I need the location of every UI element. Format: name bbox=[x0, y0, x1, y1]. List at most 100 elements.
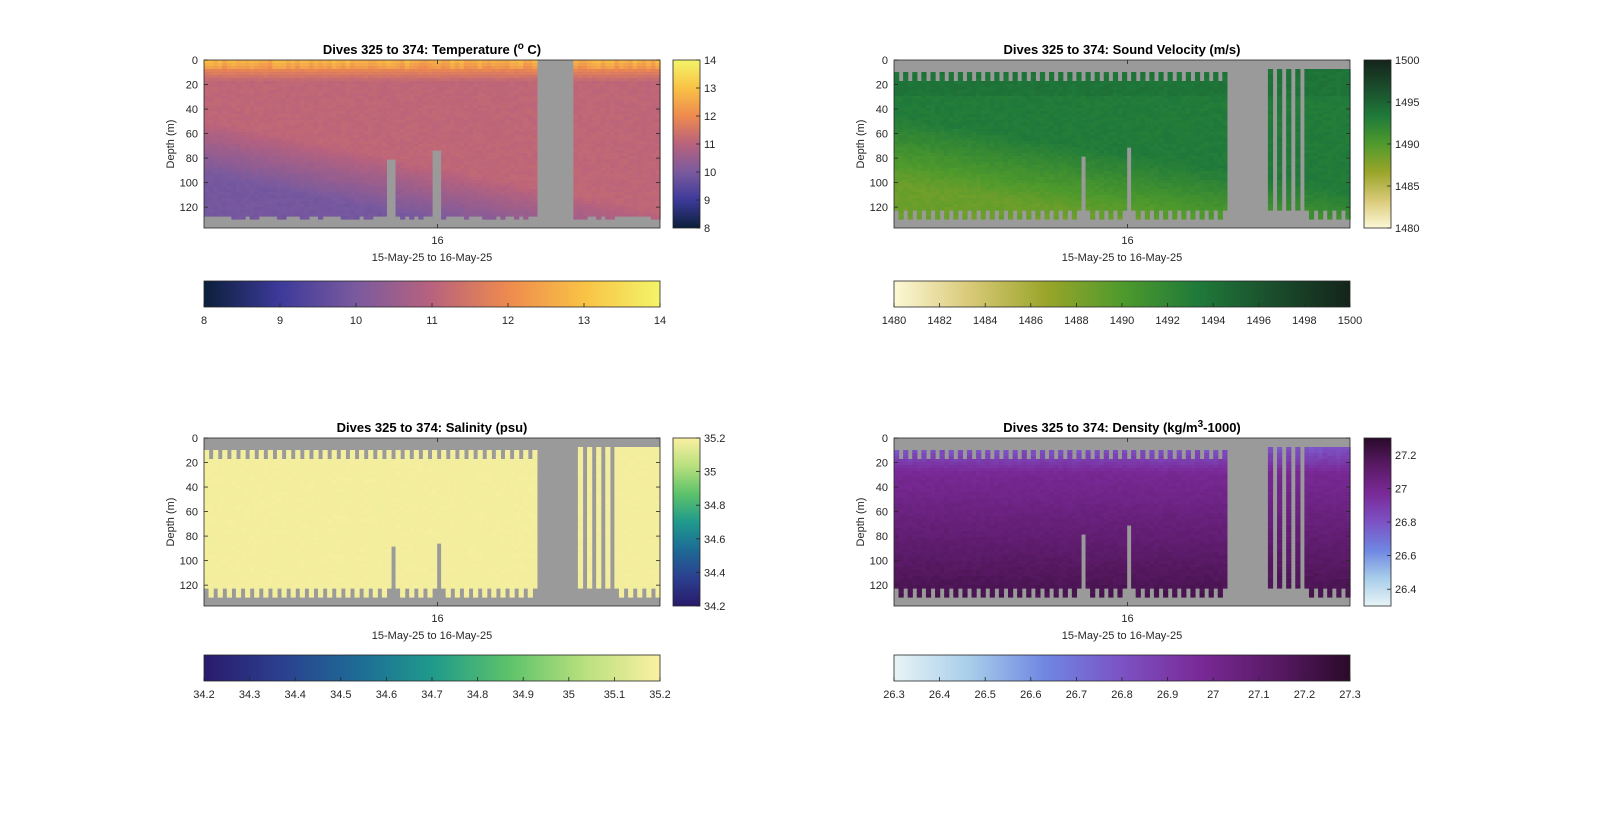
heatmap-cell bbox=[295, 198, 301, 202]
heatmap-cell bbox=[204, 174, 210, 178]
heatmap-cell bbox=[222, 162, 228, 166]
heatmap-cell bbox=[222, 78, 228, 82]
heatmap-cell bbox=[263, 186, 269, 190]
heatmap-cell bbox=[276, 126, 283, 130]
heatmap-cell bbox=[276, 144, 283, 148]
colorbar-right-tick-label: 12 bbox=[704, 111, 716, 123]
heatmap-cell bbox=[222, 108, 228, 112]
heatmap-cell bbox=[263, 72, 269, 76]
heatmap-cell bbox=[249, 90, 255, 94]
heatmap-cell bbox=[267, 201, 273, 205]
heatmap-cell bbox=[299, 129, 305, 133]
heatmap-cell bbox=[240, 69, 246, 73]
heatmap-cell bbox=[281, 183, 287, 187]
heatmap-cell bbox=[313, 75, 319, 79]
heatmap-cell bbox=[267, 96, 273, 100]
heatmap-cell bbox=[299, 210, 305, 214]
heatmap-cell bbox=[276, 120, 283, 124]
heatmap-cell bbox=[263, 69, 269, 73]
heatmap-cell bbox=[331, 72, 337, 76]
heatmap-cell bbox=[322, 123, 328, 127]
heatmap-cell bbox=[204, 114, 210, 118]
heatmap-cell bbox=[267, 210, 273, 214]
heatmap-cell bbox=[327, 114, 333, 118]
heatmap-cell bbox=[304, 78, 310, 82]
heatmap-cell bbox=[217, 87, 223, 91]
heatmap-cell bbox=[290, 168, 296, 172]
heatmap-cell bbox=[331, 168, 337, 172]
heatmap-cell bbox=[222, 117, 228, 121]
heatmap-cell bbox=[327, 60, 333, 64]
heatmap-cell bbox=[322, 114, 328, 118]
heatmap-cell bbox=[249, 174, 255, 178]
heatmap-cell bbox=[213, 201, 219, 205]
heatmap-cell bbox=[318, 162, 324, 166]
heatmap-cell bbox=[304, 198, 310, 202]
heatmap-cell bbox=[258, 69, 264, 73]
heatmap-cell bbox=[226, 99, 232, 103]
panel-sound_velocity: Dives 325 to 374: Sound Velocity (m/s)02… bbox=[855, 42, 1419, 327]
heatmap-cell bbox=[263, 114, 269, 118]
heatmap-cell bbox=[231, 186, 237, 190]
heatmap-cell bbox=[204, 126, 210, 130]
heatmap-cell bbox=[222, 63, 228, 67]
heatmap-cell bbox=[245, 96, 251, 100]
heatmap-cell bbox=[286, 63, 292, 67]
heatmap-cell bbox=[235, 102, 242, 106]
heatmap-cell bbox=[249, 114, 255, 118]
heatmap-cell bbox=[222, 213, 228, 217]
heatmap-cell bbox=[322, 105, 328, 109]
heatmap-cell bbox=[308, 162, 315, 166]
heatmap-cell bbox=[245, 120, 251, 124]
heatmap-cell bbox=[331, 147, 337, 151]
heatmap-cell bbox=[299, 177, 305, 181]
heatmap-cell bbox=[313, 129, 319, 133]
heatmap-cells bbox=[204, 60, 661, 220]
heatmap-cell bbox=[235, 198, 242, 202]
heatmap-cell bbox=[208, 177, 214, 181]
heatmap-cell bbox=[308, 114, 315, 118]
heatmap-cell bbox=[276, 189, 283, 193]
heatmap-cell bbox=[327, 75, 333, 79]
heatmap-cell bbox=[295, 96, 301, 100]
heatmap-cell bbox=[245, 168, 251, 172]
heatmap-cell bbox=[235, 126, 242, 130]
heatmap-cell bbox=[331, 123, 337, 127]
heatmap-cell bbox=[295, 69, 301, 73]
heatmap-cell bbox=[208, 207, 214, 211]
heatmap-cell bbox=[281, 135, 287, 139]
heatmap-cell bbox=[263, 99, 269, 103]
heatmap-cell bbox=[258, 87, 264, 91]
heatmap-cell bbox=[240, 81, 246, 85]
heatmap-cell bbox=[249, 162, 255, 166]
heatmap-cell bbox=[240, 126, 246, 130]
heatmap-cell bbox=[304, 147, 310, 151]
heatmap-cell bbox=[240, 147, 246, 151]
heatmap-cell bbox=[245, 159, 251, 163]
heatmap-cell bbox=[226, 72, 232, 76]
heatmap-cell bbox=[254, 141, 260, 145]
heatmap-cell bbox=[286, 111, 292, 115]
heatmap-cell bbox=[286, 96, 292, 100]
heatmap-cell bbox=[386, 156, 392, 160]
heatmap-cell bbox=[263, 159, 269, 163]
heatmap-cell bbox=[249, 123, 255, 127]
heatmap-cell bbox=[290, 96, 296, 100]
heatmap-cell bbox=[272, 144, 278, 148]
heatmap-cell bbox=[258, 150, 264, 154]
heatmap-cell bbox=[318, 81, 324, 85]
heatmap-cell bbox=[308, 144, 315, 148]
heatmap-cell bbox=[299, 147, 305, 151]
heatmap-cell bbox=[281, 165, 287, 169]
heatmap-cell bbox=[286, 72, 292, 76]
heatmap-cell bbox=[299, 156, 305, 160]
heatmap-cell bbox=[898, 216, 904, 220]
heatmap-cell bbox=[308, 111, 315, 115]
heatmap-cell bbox=[318, 84, 324, 88]
heatmap-cell bbox=[587, 213, 593, 217]
heatmap-cell bbox=[267, 207, 273, 211]
heatmap-cell bbox=[331, 81, 337, 85]
heatmap-cell bbox=[240, 204, 246, 208]
heatmap-cell bbox=[217, 177, 223, 181]
heatmap-cell bbox=[308, 63, 315, 67]
